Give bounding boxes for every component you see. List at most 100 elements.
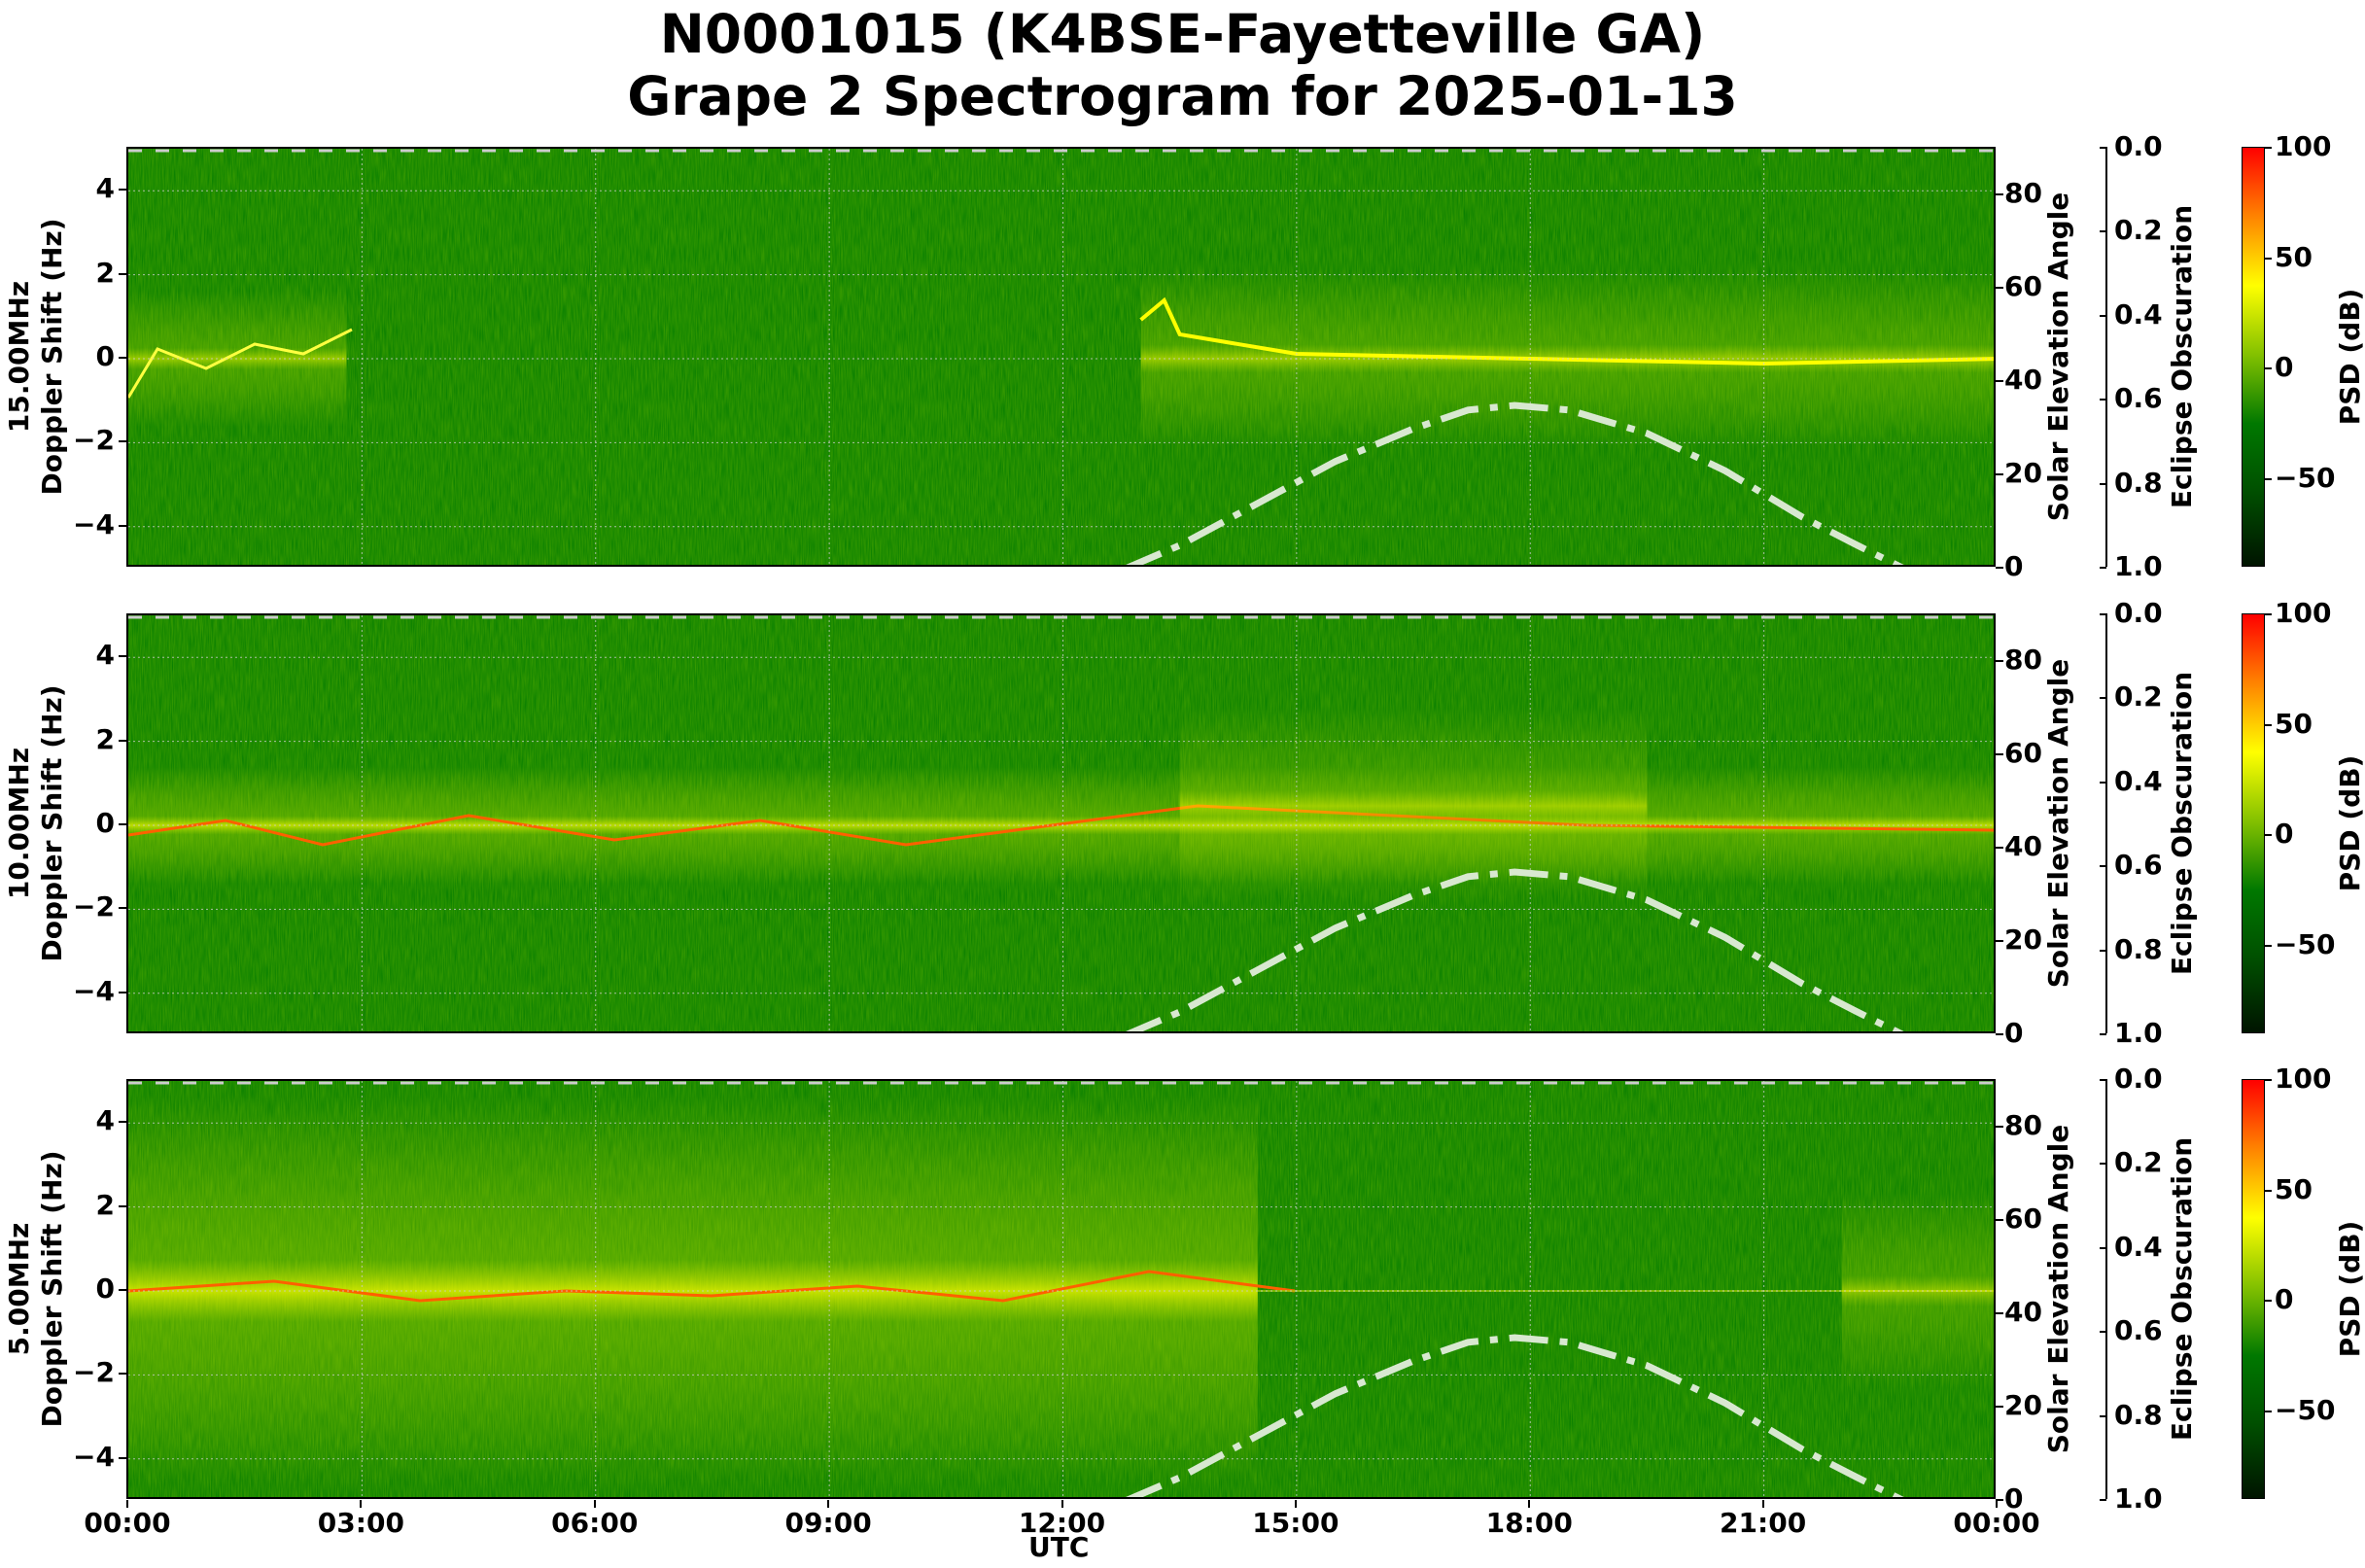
eclipse-tick-mark — [2100, 147, 2106, 149]
y-tick-label: −4 — [73, 1440, 115, 1473]
y-tick-label: 4 — [95, 639, 115, 672]
eclipse-tick-label: 0.6 — [2114, 1314, 2163, 1347]
eclipse-tick-label: 0.8 — [2114, 1398, 2163, 1431]
eclipse-tick-label: 0.0 — [2114, 597, 2163, 629]
x-tick-label: 06:00 — [551, 1507, 639, 1539]
solar-tick-label: 80 — [2004, 1109, 2042, 1141]
y-tick-mark — [119, 655, 126, 658]
eclipse-tick-label: 0.0 — [2114, 1063, 2163, 1095]
psd-tick-label: 100 — [2275, 597, 2332, 629]
x-tick-label: 21:00 — [1720, 1507, 1807, 1539]
solar-tick-label: 60 — [2004, 737, 2042, 769]
doppler-axis-label: Doppler Shift (Hz) — [36, 1150, 68, 1428]
solar-tick-label: 20 — [2004, 1389, 2042, 1421]
chart-title-line2: Grape 2 Spectrogram for 2025-01-13 — [627, 65, 1738, 127]
eclipse-obscuration-axis-label: Eclipse Obscuration — [2166, 1136, 2198, 1442]
solar-tick-mark — [1996, 567, 2003, 569]
psd-tick-mark — [2265, 367, 2272, 370]
x-tick-label: 15:00 — [1252, 1507, 1339, 1539]
eclipse-tick-label: 1.0 — [2114, 1482, 2163, 1515]
solar-tick-label: 40 — [2004, 1296, 2042, 1328]
y-tick-label: −2 — [73, 424, 115, 457]
eclipse-tick-mark — [2100, 399, 2106, 401]
doppler-axis-label: Doppler Shift (Hz) — [36, 684, 68, 962]
solar-tick-mark — [1996, 940, 2003, 942]
solar-tick-mark — [1996, 847, 2003, 849]
y-tick-label: 0 — [95, 1272, 115, 1305]
solar-tick-label: 40 — [2004, 364, 2042, 396]
eclipse-tick-label: 0.6 — [2114, 382, 2163, 415]
psd-tick-label: 0 — [2275, 351, 2294, 384]
y-axis-label: 10.00MHz Doppler Shift (Hz) — [3, 610, 71, 1037]
eclipse-obscuration-axis-label: Eclipse Obscuration — [2166, 204, 2198, 509]
eclipse-tick-mark — [2100, 1414, 2106, 1417]
psd-tick-mark — [2265, 613, 2272, 615]
psd-axis-label: PSD (dB) — [2334, 1220, 2365, 1358]
psd-tick-label: 50 — [2275, 1172, 2313, 1205]
spectrogram-panel-5-00mhz — [126, 1079, 1996, 1499]
psd-tick-label: 0 — [2275, 1283, 2294, 1316]
eclipse-tick-mark — [2100, 697, 2106, 700]
eclipse-tick-label: 0.4 — [2114, 1230, 2163, 1263]
solar-tick-mark — [1996, 473, 2003, 475]
solar-tick-mark — [1996, 287, 2003, 289]
y-tick-label: 4 — [95, 1104, 115, 1137]
solar-tick-label: 60 — [2004, 270, 2042, 302]
eclipse-tick-label: 0.4 — [2114, 764, 2163, 797]
x-tick-label: 03:00 — [317, 1507, 404, 1539]
panel-frequency-label: 10.00MHz — [3, 747, 35, 900]
psd-tick-mark — [2265, 1189, 2272, 1192]
psd-tick-label: 0 — [2275, 818, 2294, 851]
psd-colorbar — [2242, 1079, 2265, 1499]
y-tick-label: 2 — [95, 722, 115, 755]
y-tick-label: 2 — [95, 256, 115, 289]
eclipse-tick-mark — [2100, 1079, 2106, 1081]
panel-frequency-label: 15.00MHz — [3, 280, 35, 434]
panel-frequency-label: 5.00MHz — [3, 1222, 35, 1356]
psd-tick-label: −50 — [2275, 462, 2336, 495]
psd-colorbar — [2242, 147, 2265, 567]
psd-colorbar — [2242, 613, 2265, 1033]
solar-elevation-axis-label: Solar Elevation Angle — [2042, 1124, 2074, 1454]
y-tick-mark — [119, 1289, 126, 1291]
x-tick-mark — [593, 1500, 596, 1508]
eclipse-tick-mark — [2100, 1163, 2106, 1166]
eclipse-tick-label: 0.8 — [2114, 932, 2163, 965]
y-tick-mark — [119, 440, 126, 443]
y-tick-label: 0 — [95, 340, 115, 372]
doppler-axis-label: Doppler Shift (Hz) — [36, 218, 68, 496]
solar-tick-mark — [1996, 753, 2003, 755]
y-tick-label: 2 — [95, 1188, 115, 1221]
y-axis-label: 15.00MHz Doppler Shift (Hz) — [3, 143, 71, 571]
spectrogram-panel-15-00mhz — [126, 147, 1996, 567]
eclipse-tick-label: 0.0 — [2114, 130, 2163, 162]
eclipse-axis-line — [2105, 1079, 2107, 1499]
psd-tick-mark — [2265, 1411, 2272, 1413]
chart-title-line1: N0001015 (K4BSE-Fayetteville GA) — [659, 3, 1706, 65]
solar-tick-mark — [1996, 1312, 2003, 1314]
psd-tick-label: 50 — [2275, 707, 2313, 740]
solar-tick-label: 0 — [2004, 1017, 2024, 1049]
psd-tick-mark — [2265, 1300, 2272, 1303]
psd-tick-mark — [2265, 723, 2272, 726]
eclipse-axis-line — [2105, 613, 2107, 1033]
y-tick-mark — [119, 991, 126, 993]
psd-axis-label: PSD (dB) — [2334, 288, 2365, 426]
solar-tick-label: 80 — [2004, 644, 2042, 676]
y-tick-label: −4 — [73, 974, 115, 1007]
solar-tick-mark — [1996, 1406, 2003, 1408]
x-tick-mark — [1761, 1500, 1764, 1508]
y-tick-mark — [119, 272, 126, 275]
psd-tick-label: 100 — [2275, 130, 2332, 162]
solar-tick-mark — [1996, 1219, 2003, 1221]
y-tick-mark — [119, 357, 126, 359]
x-tick-mark — [1294, 1500, 1297, 1508]
eclipse-tick-label: 0.2 — [2114, 1146, 2163, 1179]
x-tick-mark — [1996, 1500, 1998, 1508]
x-tick-mark — [126, 1500, 128, 1508]
solar-tick-mark — [1996, 193, 2003, 195]
eclipse-tick-mark — [2100, 1499, 2106, 1501]
psd-tick-label: 100 — [2275, 1063, 2332, 1095]
eclipse-tick-label: 0.4 — [2114, 297, 2163, 331]
solar-elevation-axis-label: Solar Elevation Angle — [2042, 192, 2074, 522]
